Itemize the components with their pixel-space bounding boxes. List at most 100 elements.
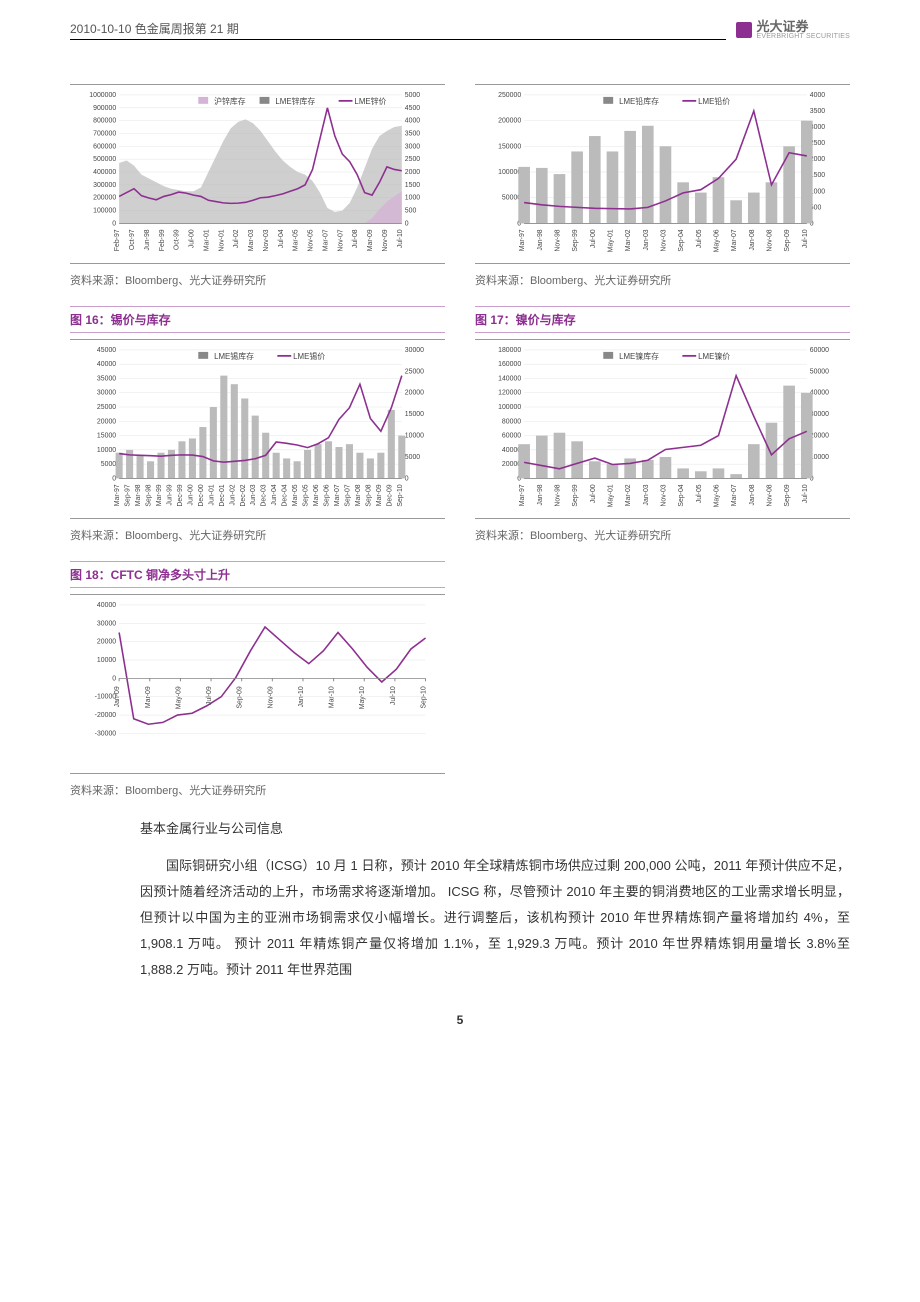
svg-text:Nov-98: Nov-98 (554, 484, 561, 506)
svg-text:Jan-98: Jan-98 (537, 484, 544, 505)
svg-text:Jul-04: Jul-04 (278, 229, 285, 248)
chart5-canvas: -30000-20000-10000010000200003000040000J… (70, 599, 445, 769)
svg-text:100000: 100000 (93, 208, 116, 215)
svg-text:Mar-07: Mar-07 (334, 484, 341, 506)
svg-text:120000: 120000 (498, 390, 521, 397)
svg-text:Mar-09: Mar-09 (367, 229, 374, 251)
svg-text:Mar-06: Mar-06 (313, 484, 320, 506)
page-header: 2010-10-10 色金属周报第 21 期 光大证券 EVERBRIGHT S… (70, 20, 850, 44)
svg-text:700000: 700000 (93, 130, 116, 137)
svg-text:Jan-09: Jan-09 (114, 686, 121, 707)
svg-text:Jul-10: Jul-10 (802, 229, 809, 248)
chart-zinc: 0100000200000300000400000500000600000700… (70, 84, 445, 288)
svg-text:Mar-05: Mar-05 (292, 484, 299, 506)
svg-text:500000: 500000 (93, 156, 116, 163)
svg-text:Jul-10: Jul-10 (397, 229, 404, 248)
svg-text:900000: 900000 (93, 105, 116, 112)
svg-text:10000: 10000 (810, 454, 829, 461)
svg-text:30000: 30000 (810, 411, 829, 418)
svg-text:Sep-99: Sep-99 (572, 229, 579, 251)
svg-text:May-10: May-10 (359, 686, 366, 709)
svg-text:30000: 30000 (97, 620, 116, 627)
section-heading: 基本金属行业与公司信息 (140, 818, 850, 837)
svg-text:40000: 40000 (810, 390, 829, 397)
svg-text:Jun-01: Jun-01 (208, 484, 215, 505)
chart2-canvas: 0500001000001500002000002500000500100015… (475, 89, 850, 259)
svg-text:LME锡价: LME锡价 (293, 352, 325, 361)
svg-text:Mar-08: Mar-08 (355, 484, 362, 506)
svg-text:Mar-99: Mar-99 (156, 484, 163, 506)
chart4-source: 资料来源：Bloomberg、光大证券研究所 (475, 527, 850, 543)
svg-text:Sep-04: Sep-04 (678, 229, 685, 251)
svg-text:Jun-99: Jun-99 (166, 484, 173, 505)
page-number: 5 (70, 1013, 850, 1027)
svg-text:Jul-10: Jul-10 (390, 686, 397, 705)
svg-text:Sep-09: Sep-09 (784, 229, 791, 251)
svg-text:Nov-08: Nov-08 (766, 484, 773, 506)
svg-text:LME镍库存: LME镍库存 (619, 351, 659, 361)
svg-text:Mar-10: Mar-10 (329, 686, 336, 708)
svg-text:Dec-02: Dec-02 (240, 484, 247, 506)
chart3-source: 资料来源：Bloomberg、光大证券研究所 (70, 527, 445, 543)
chart3-canvas: 0500010000150002000025000300003500040000… (70, 344, 445, 514)
svg-text:May-06: May-06 (713, 229, 720, 252)
svg-text:10000: 10000 (97, 657, 116, 664)
svg-text:Jul-08: Jul-08 (352, 229, 359, 248)
svg-text:5000: 5000 (405, 92, 421, 99)
svg-text:Oct-99: Oct-99 (174, 229, 181, 250)
svg-text:May-01: May-01 (607, 484, 614, 507)
svg-text:Jul-02: Jul-02 (233, 229, 240, 248)
svg-text:3000: 3000 (405, 143, 421, 150)
svg-text:Sep-09: Sep-09 (237, 686, 244, 708)
svg-text:2000: 2000 (405, 169, 421, 176)
svg-text:Jul-00: Jul-00 (189, 229, 196, 248)
svg-text:Mar-07: Mar-07 (731, 484, 738, 506)
svg-text:1000000: 1000000 (89, 92, 116, 99)
svg-text:Nov-03: Nov-03 (263, 229, 270, 251)
svg-text:1500: 1500 (405, 182, 421, 189)
svg-text:800000: 800000 (93, 118, 116, 125)
svg-text:5000: 5000 (405, 454, 421, 461)
svg-text:10000: 10000 (405, 433, 424, 440)
svg-text:0: 0 (405, 475, 409, 482)
logo-mark-icon (736, 22, 752, 38)
svg-text:Jan-03: Jan-03 (643, 229, 650, 250)
svg-text:80000: 80000 (502, 418, 521, 425)
svg-text:Sep-99: Sep-99 (572, 484, 579, 506)
svg-text:Jan-08: Jan-08 (749, 484, 756, 505)
svg-text:-20000: -20000 (95, 712, 117, 719)
svg-text:LME铅价: LME铅价 (698, 96, 730, 106)
svg-text:Dec-09: Dec-09 (386, 484, 393, 506)
chart-nickel: 图 17：镍价与库存 02000040000600008000010000012… (475, 306, 850, 543)
svg-text:May-01: May-01 (607, 229, 614, 252)
svg-text:Mar-09: Mar-09 (145, 686, 152, 708)
svg-text:Jan-10: Jan-10 (298, 686, 305, 707)
svg-text:100000: 100000 (498, 404, 521, 411)
svg-text:Jun-02: Jun-02 (229, 484, 236, 505)
svg-text:0: 0 (112, 675, 116, 682)
svg-text:Nov-03: Nov-03 (660, 484, 667, 506)
svg-text:Sep-98: Sep-98 (146, 484, 153, 506)
svg-text:Nov-01: Nov-01 (218, 229, 225, 251)
svg-text:100000: 100000 (498, 169, 521, 176)
svg-text:Sep-06: Sep-06 (324, 484, 331, 506)
brand-subtitle: EVERBRIGHT SECURITIES (756, 33, 850, 40)
svg-text:200000: 200000 (93, 195, 116, 202)
svg-text:20000: 20000 (97, 639, 116, 646)
chart4-canvas: 0200004000060000800001000001200001400001… (475, 344, 850, 514)
svg-text:Jul-00: Jul-00 (590, 229, 597, 248)
svg-text:Sep-09: Sep-09 (784, 484, 791, 506)
svg-text:LME铅库存: LME铅库存 (619, 96, 659, 106)
svg-text:3500: 3500 (810, 108, 826, 115)
brand-name: 光大证券 (756, 20, 850, 33)
header-title: 2010-10-10 色金属周报第 21 期 (70, 20, 726, 40)
svg-text:600000: 600000 (93, 143, 116, 150)
svg-text:Jan-03: Jan-03 (643, 484, 650, 505)
svg-text:May-09: May-09 (175, 686, 182, 709)
svg-text:Mar-01: Mar-01 (203, 229, 210, 251)
svg-text:4500: 4500 (405, 105, 421, 112)
svg-text:Mar-02: Mar-02 (625, 229, 632, 251)
svg-text:Dec-04: Dec-04 (282, 484, 289, 506)
svg-text:Mar-07: Mar-07 (322, 229, 329, 251)
svg-text:LME镍价: LME镍价 (698, 351, 730, 361)
